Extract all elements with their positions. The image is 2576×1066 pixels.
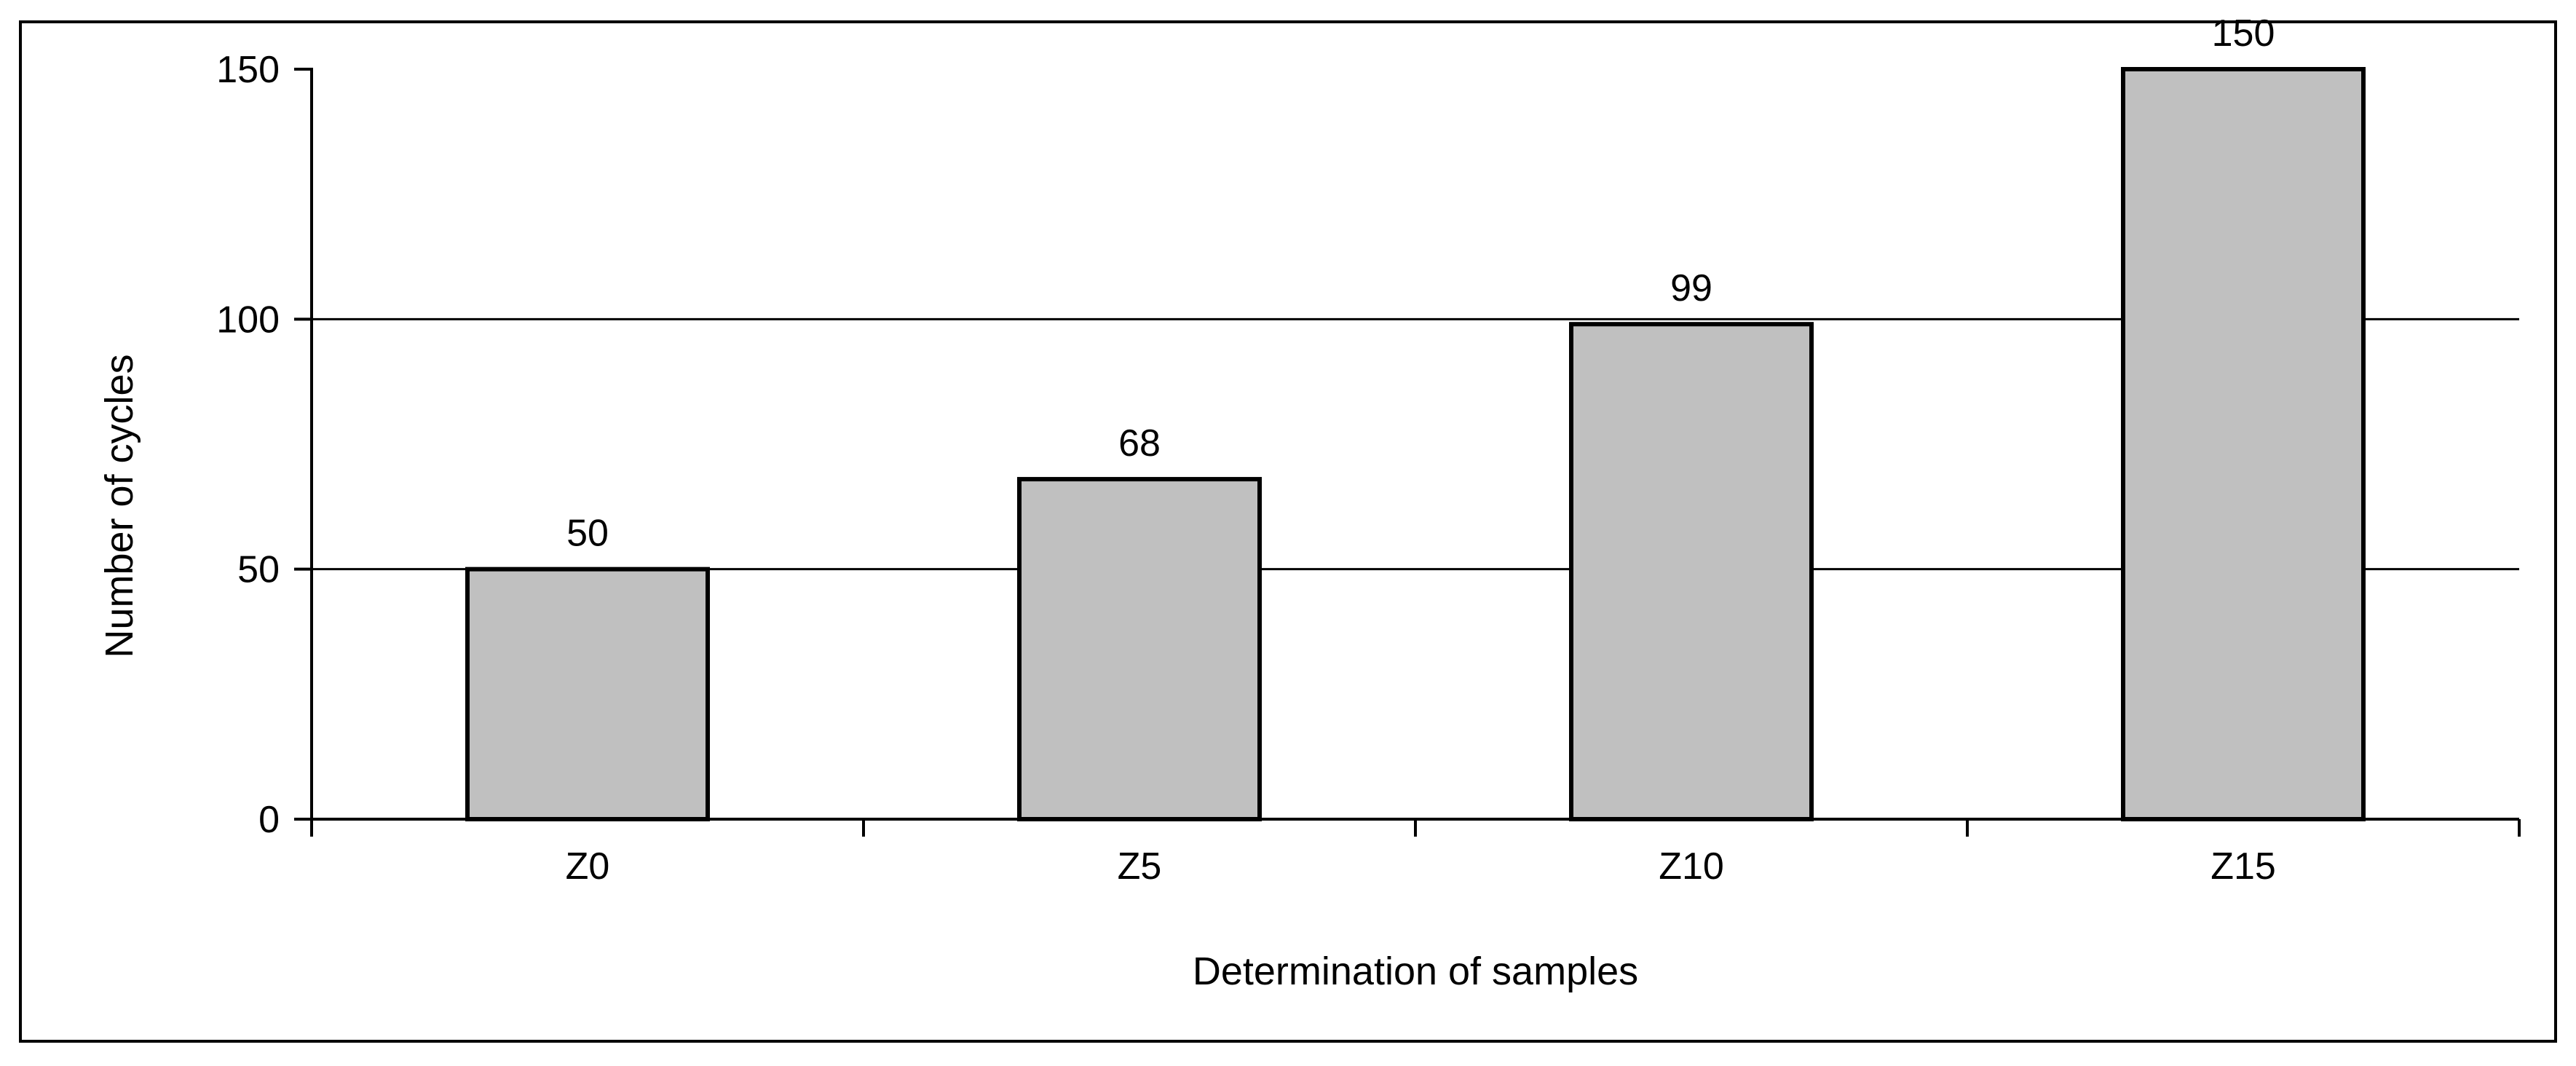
bar-Z0 — [465, 566, 710, 822]
bar-Z5 — [1017, 477, 1262, 821]
axes-layer — [294, 68, 2521, 837]
labels-layer: 0 50 100 150 50 Z0 68 Z5 99 Z10 150 Z15 — [216, 12, 2276, 888]
x-category-label-Z15: Z15 — [2210, 845, 2276, 888]
y-axis-title: Number of cycles — [98, 354, 141, 658]
bar-value-label-Z10: 99 — [1670, 267, 1712, 309]
x-axis-title: Determination of samples — [1193, 949, 1638, 993]
bar-value-label-Z0: 50 — [566, 513, 609, 555]
x-category-label-Z0: Z0 — [566, 845, 610, 888]
x-category-label-Z5: Z5 — [1118, 845, 1162, 888]
y-tick-label-50: 50 — [237, 549, 280, 591]
y-tick-label-150: 150 — [216, 49, 280, 91]
y-tick-label-0: 0 — [258, 799, 280, 841]
chart-frame — [19, 20, 2557, 1043]
bar-Z15 — [2121, 67, 2366, 821]
bar-value-label-Z5: 68 — [1118, 422, 1161, 465]
y-tick-label-100: 100 — [216, 299, 280, 341]
bars-layer — [465, 67, 2366, 822]
bar-Z10 — [1569, 322, 1814, 821]
x-category-label-Z10: Z10 — [1659, 845, 1724, 888]
bar-value-label-Z15: 150 — [2212, 12, 2275, 55]
